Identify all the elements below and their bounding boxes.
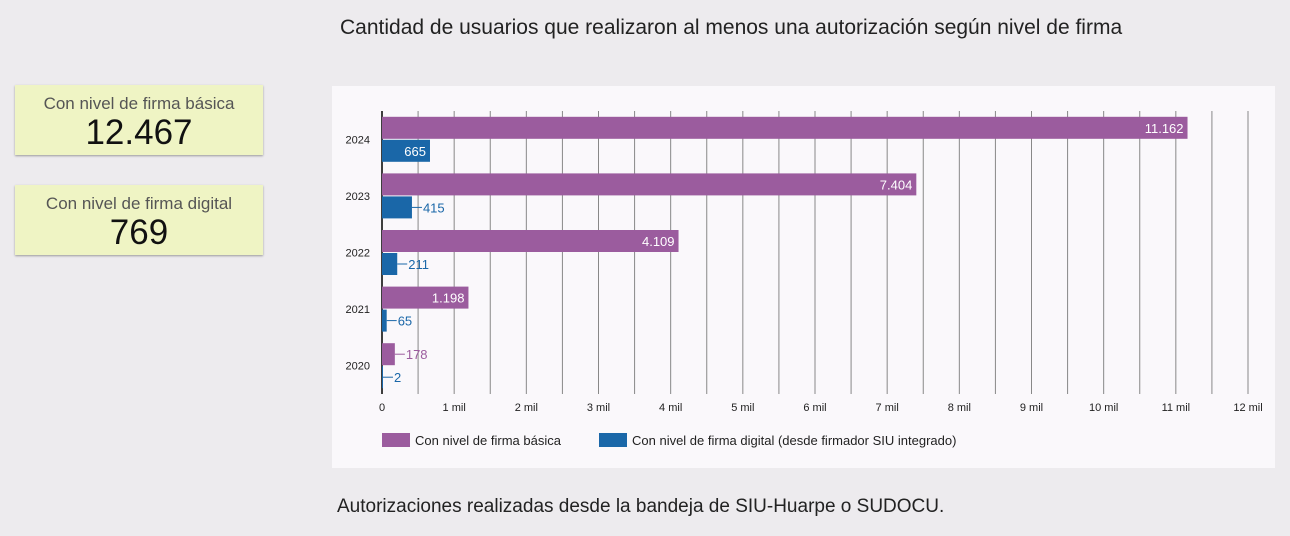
x-tick-label: 11 mil: [1162, 402, 1191, 414]
x-tick-label: 6 mil: [803, 402, 826, 414]
data-label: 65: [398, 314, 412, 329]
chart-title: Cantidad de usuarios que realizaron al m…: [340, 16, 1122, 40]
data-label: 2: [394, 370, 401, 385]
legend-label: Con nivel de firma digital (desde firmad…: [632, 433, 956, 448]
x-tick-label: 5 mil: [731, 402, 754, 414]
bar-digital: [382, 196, 412, 218]
x-tick-label: 1 mil: [443, 402, 466, 414]
bar-digital: [382, 366, 383, 388]
x-tick-label: 2 mil: [515, 402, 538, 414]
y-tick-label: 2023: [346, 191, 370, 203]
x-tick-label: 12 mil: [1233, 402, 1262, 414]
y-tick-label: 2024: [346, 134, 370, 146]
bar-basica: [382, 343, 395, 365]
x-tick-label: 8 mil: [948, 402, 971, 414]
legend-swatch: [382, 433, 410, 447]
data-label: 1.198: [432, 291, 465, 306]
kpi-value: 769: [15, 214, 263, 252]
data-label: 178: [406, 347, 428, 362]
legend-label: Con nivel de firma básica: [415, 433, 562, 448]
kpi-card-digital: Con nivel de firma digital 769: [15, 185, 263, 255]
bar-basica: [382, 230, 679, 252]
kpi-card-basica: Con nivel de firma básica 12.467: [15, 85, 263, 155]
y-tick-label: 2021: [346, 304, 370, 316]
x-tick-label: 0: [379, 402, 385, 414]
y-tick-label: 2022: [346, 248, 370, 260]
kpi-label: Con nivel de firma básica: [15, 94, 263, 114]
data-label: 11.162: [1145, 121, 1184, 136]
kpi-label: Con nivel de firma digital: [15, 194, 263, 214]
x-tick-label: 10 mil: [1089, 402, 1118, 414]
data-label: 7.404: [880, 177, 913, 192]
bar-chart: 0 1 mil 2 mil 3 mil 4 mil 5 mil 6 mil 7 mil 8 mi…: [332, 86, 1275, 468]
y-tick-label: 2020: [346, 361, 370, 373]
footnote: Autorizaciones realizadas desde la bande…: [337, 496, 944, 518]
chart-panel: 0 1 mil 2 mil 3 mil 4 mil 5 mil 6 mil 7 mil 8 mi…: [332, 86, 1275, 468]
x-tick-label: 4 mil: [659, 402, 682, 414]
x-tick-label: 9 mil: [1020, 402, 1043, 414]
bar-digital: [382, 310, 387, 332]
legend-swatch: [599, 433, 627, 447]
data-label: 4.109: [642, 234, 675, 249]
bar-digital: [382, 253, 397, 275]
bar-basica: [382, 173, 916, 195]
data-label: 665: [404, 144, 426, 159]
bar-basica: [382, 117, 1188, 139]
x-tick-label: 7 mil: [876, 402, 899, 414]
x-tick-label: 3 mil: [587, 402, 610, 414]
data-label: 211: [408, 257, 429, 272]
kpi-value: 12.467: [15, 114, 263, 152]
data-label: 415: [423, 200, 445, 215]
